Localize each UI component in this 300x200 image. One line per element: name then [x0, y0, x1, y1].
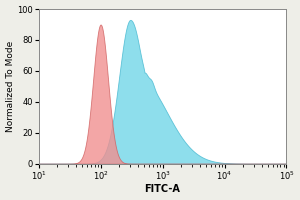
Y-axis label: Normalized To Mode: Normalized To Mode: [6, 41, 15, 132]
X-axis label: FITC-A: FITC-A: [145, 184, 181, 194]
